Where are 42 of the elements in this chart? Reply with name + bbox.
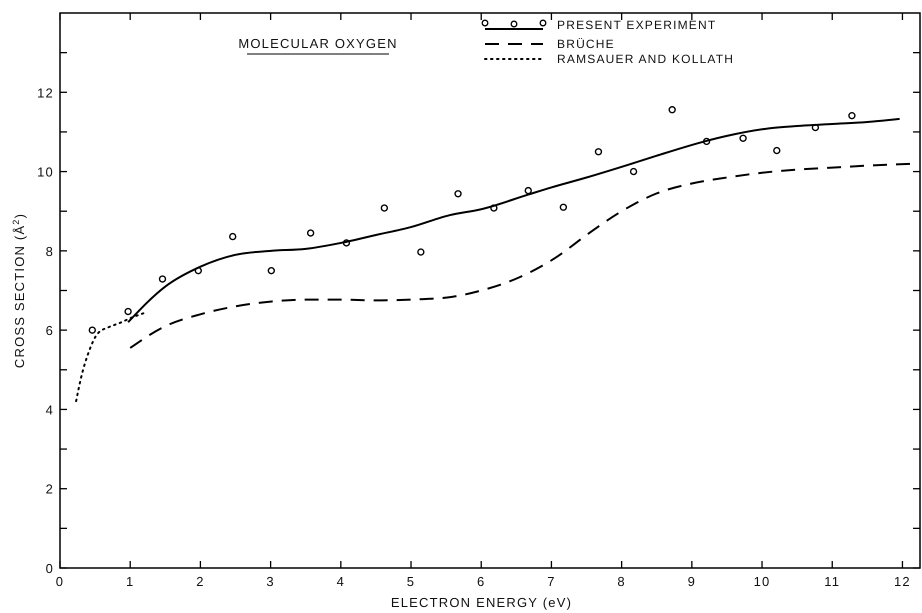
legend-label: BRÜCHE [557,37,615,51]
legend-label: RAMSAUER AND KOLLATH [557,52,734,66]
y-tick-label: 0 [46,561,54,576]
x-tick-label: 8 [617,574,626,589]
point [594,148,602,156]
point [229,232,236,240]
y-tick-label: 4 [46,402,54,418]
x-tick-label: 11 [824,574,840,589]
x-tick-label: 5 [406,574,416,589]
x-tick-label: 2 [196,574,205,589]
point [668,106,676,114]
point [773,146,780,154]
point [848,112,856,120]
point [306,229,314,237]
point [268,267,275,274]
point [380,204,388,212]
y-tick-label: 12 [37,85,54,100]
point [739,134,747,142]
x-tick-label: 6 [477,574,486,589]
point [630,168,638,176]
x-tick-label: 9 [688,574,696,589]
point [88,326,96,334]
point [524,186,532,194]
x-axis-title: ELECTRON ENERGY (eV) [390,595,572,610]
point [124,308,132,316]
point [454,190,462,198]
text: MOLECULAR OXYGEN [238,36,398,51]
point [158,275,166,283]
y-tick-label: 10 [37,164,54,180]
x-tick-label: 10 [754,574,770,589]
y-tick-label: 8 [46,244,54,259]
point [560,204,568,211]
x-tick-label: 4 [336,574,346,589]
x-tick-label: 0 [56,574,64,589]
x-tick-label: 12 [894,574,911,589]
legend-label: PRESENT EXPERIMENT [557,18,716,32]
y-tick-label: 6 [46,323,54,338]
x-tick-label: 1 [126,574,134,589]
point [417,248,425,256]
x-tick-label: 3 [266,574,275,589]
y-tick-label: 2 [46,482,54,497]
x-tick-label: 7 [547,574,556,589]
